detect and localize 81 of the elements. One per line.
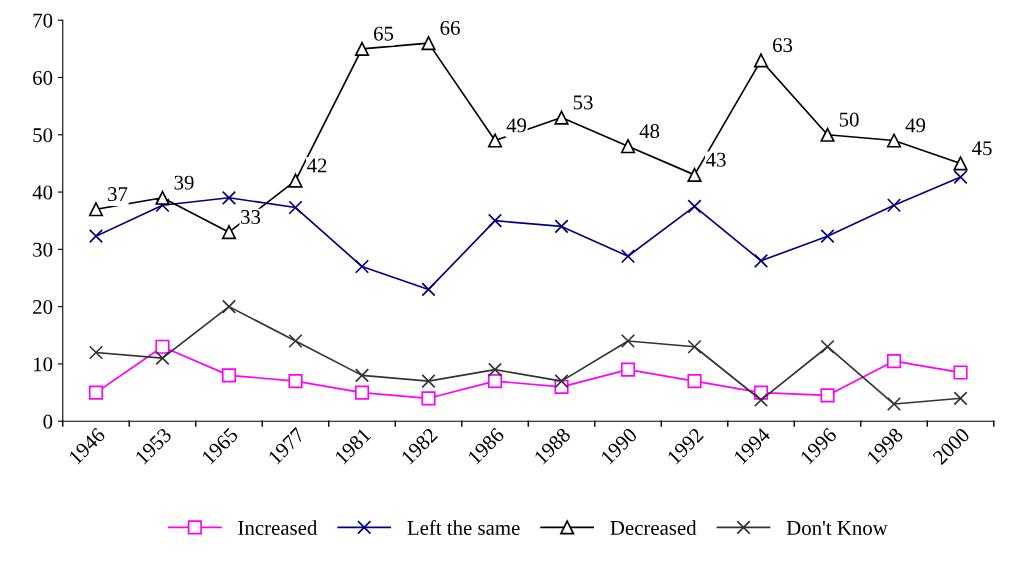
point — [753, 392, 769, 408]
point — [155, 198, 170, 213]
point — [554, 110, 569, 125]
data-label: 33 — [241, 210, 261, 225]
data-label: 49 — [905, 118, 926, 133]
y-tick-label: 50 — [33, 128, 53, 143]
data-label: 37 — [108, 187, 128, 202]
data-label: 50 — [839, 112, 859, 127]
data-label: 49 — [506, 118, 527, 133]
point — [155, 190, 170, 205]
point — [421, 391, 436, 406]
point — [155, 339, 170, 354]
point — [886, 133, 902, 148]
point — [354, 368, 370, 383]
data-label: 42 — [307, 158, 327, 173]
point — [886, 353, 902, 369]
point — [487, 374, 503, 389]
point — [687, 199, 702, 214]
point — [687, 167, 702, 182]
data-label: 53 — [573, 95, 593, 110]
point — [354, 385, 370, 400]
point — [421, 36, 436, 51]
data-label: 63 — [773, 38, 793, 53]
point — [88, 345, 104, 360]
point — [886, 198, 902, 213]
point — [687, 374, 702, 389]
y-tick-label: 20 — [33, 300, 53, 315]
point — [953, 156, 968, 171]
point — [221, 368, 237, 383]
point — [753, 253, 769, 268]
point — [820, 127, 835, 142]
point — [953, 170, 968, 185]
point — [221, 190, 237, 205]
point — [221, 299, 237, 314]
point — [487, 362, 503, 377]
legend-label: Don't Know — [786, 521, 888, 535]
point — [155, 351, 170, 366]
data-label: 65 — [374, 26, 394, 41]
y-tick-label: 70 — [33, 13, 53, 28]
y-tick-label: 30 — [33, 242, 53, 257]
y-tick-label: 60 — [33, 70, 53, 85]
legend-label: Decreased — [610, 520, 697, 535]
y-tick-label: 40 — [32, 185, 53, 200]
point — [421, 282, 436, 297]
data-label: 39 — [174, 175, 194, 190]
point — [354, 259, 370, 274]
legend-label: Increased — [238, 520, 318, 535]
point — [354, 41, 370, 56]
point — [687, 339, 702, 354]
point — [620, 333, 636, 349]
point — [620, 139, 636, 154]
legend-label: Left the same — [407, 520, 520, 535]
point — [487, 213, 503, 228]
data-label: 45 — [972, 141, 992, 156]
point — [487, 133, 503, 148]
point — [288, 333, 303, 349]
point — [620, 249, 636, 264]
point — [953, 391, 968, 406]
point — [88, 385, 104, 400]
point — [554, 219, 569, 234]
point — [820, 339, 835, 354]
data-label: 43 — [706, 152, 726, 167]
point — [288, 374, 303, 389]
point — [88, 202, 104, 217]
point — [221, 225, 237, 240]
point — [820, 388, 835, 403]
y-tick-label: 10 — [34, 357, 53, 372]
point — [753, 53, 769, 68]
point — [88, 229, 104, 244]
x-tick-label: 1981 — [334, 427, 372, 465]
data-label: 48 — [639, 124, 660, 139]
point — [620, 362, 636, 377]
y-tick-label: 0 — [43, 414, 53, 429]
point — [288, 173, 303, 188]
point — [820, 229, 835, 244]
point — [288, 200, 303, 215]
data-label: 66 — [440, 20, 460, 35]
point — [421, 374, 436, 389]
point — [886, 396, 902, 412]
point — [953, 365, 968, 380]
point — [554, 374, 569, 389]
